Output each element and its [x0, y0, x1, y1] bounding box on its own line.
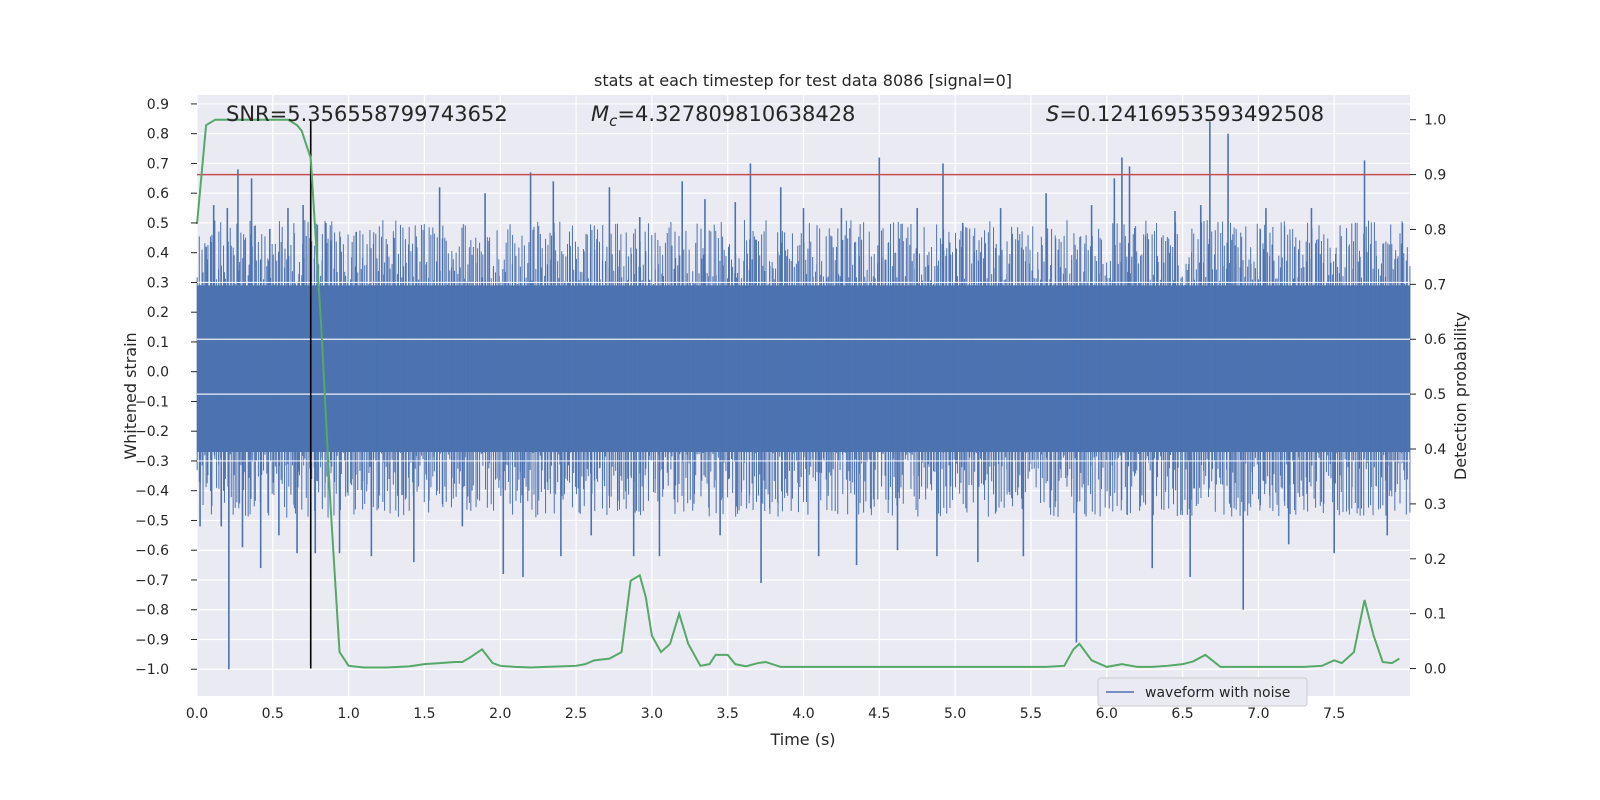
- y-tick-label-right: 0.7: [1424, 277, 1446, 293]
- y-tick-label-left: 0.7: [147, 156, 169, 172]
- y-tick-label-right: 0.6: [1424, 332, 1446, 348]
- y-tick-label-left: −0.8: [135, 603, 169, 619]
- x-tick-label: 2.0: [489, 706, 511, 722]
- y-tick-label-left: 0.6: [147, 186, 169, 202]
- x-tick-label: 7.0: [1247, 706, 1269, 722]
- y-tick-label-left: −0.6: [135, 543, 169, 559]
- y-tick-label-right: 0.9: [1424, 168, 1446, 184]
- chirp-mass-value: =4.327809810638428: [617, 102, 855, 126]
- chirp-mass-annotation: Mc=4.327809810638428: [591, 102, 855, 130]
- x-tick-label: 0.0: [186, 706, 208, 722]
- y-tick-label-left: 0.4: [147, 246, 169, 262]
- x-tick-label: 0.5: [262, 706, 284, 722]
- y-tick-label-right: 0.8: [1424, 222, 1446, 238]
- legend-box: [1097, 677, 1308, 707]
- x-tick-label: 3.5: [717, 706, 739, 722]
- y-tick-label-right: 1.0: [1424, 113, 1446, 129]
- y-tick-label-left: 0.9: [147, 97, 169, 113]
- y-tick-label-left: 0.0: [147, 365, 169, 381]
- y-tick-label-right: 0.4: [1424, 442, 1446, 458]
- legend: waveform with noise: [1097, 677, 1308, 707]
- y-tick-label-left: −0.4: [135, 484, 169, 500]
- y-tick-label-left: −0.9: [135, 632, 169, 648]
- chirp-mass-subscript: c: [609, 112, 618, 130]
- y-axis-label-left: Whitened strain: [121, 332, 140, 459]
- y-tick-label-right: 0.0: [1424, 662, 1446, 678]
- y-tick-label-left: 0.3: [147, 275, 169, 291]
- chart-title: stats at each timestep for test data 808…: [594, 71, 1012, 90]
- y-tick-label-right: 0.1: [1424, 607, 1446, 623]
- y-tick-label-left: −0.2: [135, 424, 169, 440]
- chirp-mass-symbol: M: [591, 102, 609, 126]
- x-tick-label: 6.0: [1096, 706, 1118, 722]
- y-tick-label-left: −1.0: [135, 662, 169, 678]
- y-tick-label-left: 0.1: [147, 335, 169, 351]
- s-symbol: S: [1046, 102, 1059, 126]
- detection-probability-line: [196, 118, 1400, 669]
- x-tick-label: 5.0: [944, 706, 966, 722]
- x-tick-label: 4.5: [868, 706, 890, 722]
- x-tick-label: 4.0: [792, 706, 814, 722]
- y-axis-label-right: Detection probability: [1451, 312, 1470, 480]
- y-tick-label-left: 0.8: [147, 127, 169, 143]
- y-tick-label-right: 0.5: [1424, 387, 1446, 403]
- y-tick-label-right: 0.2: [1424, 552, 1446, 568]
- y-tick-label-left: −0.5: [135, 513, 169, 529]
- y-tick-label-right: 0.3: [1424, 497, 1446, 513]
- overlay: [196, 118, 1410, 669]
- x-tick-label: 3.0: [641, 706, 663, 722]
- y-tick-label-left: −0.1: [135, 394, 169, 410]
- snr-annotation: SNR=5.356558799743652: [226, 102, 508, 126]
- x-tick-label: 1.0: [337, 706, 359, 722]
- x-axis-label: Time (s): [769, 730, 835, 749]
- x-tick-label: 1.5: [413, 706, 435, 722]
- waveform-series: [196, 121, 1411, 670]
- s-value: =0.12416953593492508: [1059, 102, 1324, 126]
- y-tick-label-left: −0.3: [135, 454, 169, 470]
- s-annotation: S=0.12416953593492508: [1046, 102, 1324, 126]
- y-tick-label-left: −0.7: [135, 573, 169, 589]
- x-tick-label: 2.5: [565, 706, 587, 722]
- y-tick-label-left: 0.2: [147, 305, 169, 321]
- axes: 0.0 0.5 1.0 1.5 2.0 2.5 3.0 3.5 4.0 4.5 5.0 5.5 6.0 6…: [135, 97, 1446, 722]
- legend-entry: waveform with noise: [1145, 685, 1290, 701]
- y-tick-label-left: 0.5: [147, 216, 169, 232]
- x-tick-label: 5.5: [1020, 706, 1042, 722]
- x-tick-label: 6.5: [1171, 706, 1193, 722]
- x-tick-label: 7.5: [1323, 706, 1345, 722]
